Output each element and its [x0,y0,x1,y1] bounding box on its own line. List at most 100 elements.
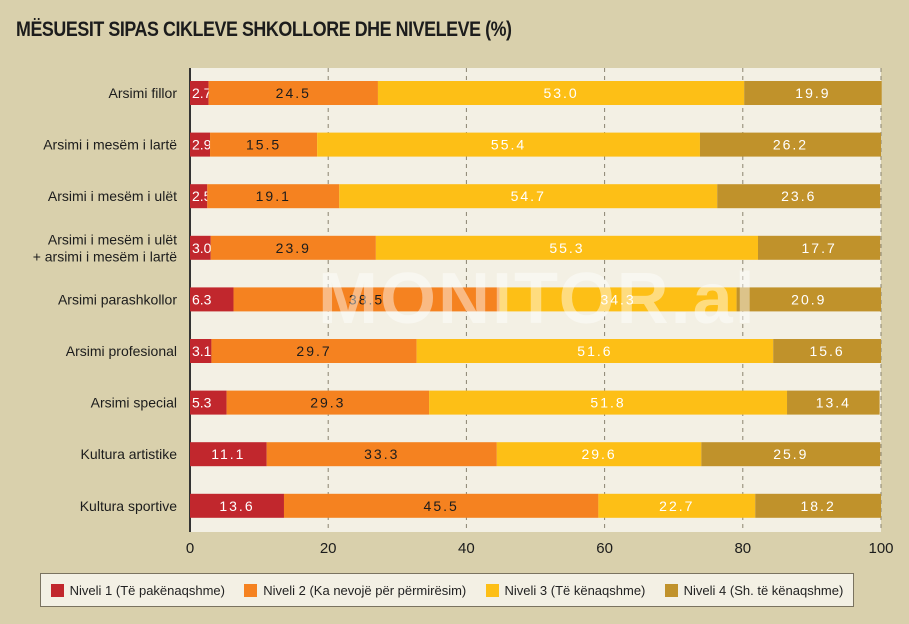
data-label: 3.0 [192,240,212,256]
bar-segment [210,132,318,157]
bar-segment [190,390,227,415]
data-label: 55.4 [491,137,526,153]
data-label: 34.3 [600,291,635,307]
data-label: 33.3 [364,446,399,462]
legend-swatch [485,583,499,597]
data-label: 54.7 [511,188,546,204]
bar-segment [773,339,881,363]
bar-segment [317,132,700,157]
chart-title: MËSUESIT SIPAS CIKLEVE SHKOLLORE DHE NIV… [16,18,512,41]
category-label: Kultura artistike [81,446,178,462]
bar-segment [211,339,417,363]
bar-segment [190,132,211,157]
legend-label: Niveli 4 (Sh. të kënaqshme) [683,582,844,598]
bar-segment [208,81,378,105]
bar-segment [758,235,881,260]
legend-item: Niveli 4 (Sh. të kënaqshme) [664,582,844,598]
category-label: Arsimi special [91,395,177,411]
category-label: Kultura sportive [80,498,177,514]
bar-segment [375,235,759,260]
bar-segment [429,390,788,415]
x-tick-label: 60 [596,540,613,557]
bar-segment [190,339,212,363]
category-label: Arsimi profesional [66,343,177,359]
bar-segment [190,493,284,518]
bar-segment [736,287,881,312]
data-label: 15.5 [246,137,281,153]
data-label: 29.6 [581,446,616,462]
category-label: Arsimi parashkollor [58,291,177,307]
bar-segment [744,81,882,105]
category-label: Arsimi i mesëm i ulët [48,231,177,247]
data-label: 19.1 [256,188,291,204]
data-label: 51.6 [577,343,612,359]
data-label: 22.7 [659,498,694,514]
legend: Niveli 1 (Të pakënaqshme) Niveli 2 (Ka ne… [40,573,854,607]
data-label: 25.9 [773,446,808,462]
x-tick-label: 40 [458,540,475,557]
data-label: 11.1 [211,446,245,462]
data-label: 19.9 [795,85,830,101]
data-label: 26.2 [773,137,808,153]
legend-swatch [664,583,678,597]
legend-swatch [244,583,258,597]
legend-label: Niveli 1 (Të pakënaqshme) [69,582,225,598]
x-tick-label: 100 [868,540,893,557]
data-label: 2.9 [192,137,212,153]
data-label: 29.3 [310,395,345,411]
category-label: Arsimi i mesëm i ulët [48,188,177,204]
legend-item: Niveli 1 (Të pakënaqshme) [50,582,225,598]
watermark: MONITOR.al [318,259,757,339]
data-label: 51.8 [590,395,625,411]
x-tick-label: 20 [320,540,337,557]
bar-segment [701,442,881,467]
bar-segment [699,132,881,157]
data-label: 24.5 [276,85,311,101]
bar-segment [190,287,234,312]
data-label: 38.5 [349,291,384,307]
data-label: 13.6 [219,498,254,514]
data-label: 13.4 [816,395,851,411]
data-label: 17.7 [802,240,837,256]
bar-segment [283,493,599,518]
bar-segment [210,235,376,260]
bar-segment [377,81,745,105]
data-label: 2.7 [192,85,212,101]
bar-segment [499,287,737,312]
data-label: 2.5 [192,188,212,204]
bar-segment [755,493,881,518]
bar-segment [598,493,756,518]
legend-label: Niveli 2 (Ka nevojë për përmirësim) [263,582,467,598]
x-tick-label: 80 [734,540,751,557]
bar-segment [496,442,702,467]
category-label: Arsimi i mesëm i lartë [43,137,177,153]
data-label: 15.6 [809,343,844,359]
bar-segment [190,81,209,105]
bar-segment [266,442,497,467]
data-label: 23.9 [276,240,311,256]
data-label: 53.0 [543,85,578,101]
data-label: 55.3 [549,240,584,256]
bar-segment [717,184,881,209]
bar-segment [339,184,718,209]
bar-segment [207,184,340,209]
bar-segment [416,339,774,363]
data-label: 23.6 [781,188,816,204]
data-label: 18.2 [800,498,835,514]
x-tick-label: 0 [186,540,194,557]
data-label: 29.7 [296,343,331,359]
category-label: + arsimi i mesëm i lartë [33,248,178,264]
legend-swatch [50,583,64,597]
legend-item: Niveli 2 (Ka nevojë për përmirësim) [244,583,466,598]
category-label: Arsimi fillor [109,85,178,101]
bar-segment [190,235,211,260]
data-label: 20.9 [791,291,826,307]
data-label: 6.3 [192,291,212,307]
bar-segment [226,390,430,415]
bar-segment [190,442,267,467]
data-label: 3.1 [192,343,212,359]
data-label: 45.5 [424,498,459,514]
legend-label: Niveli 3 (Të kënaqshme) [504,582,646,598]
bar-segment [190,184,208,209]
